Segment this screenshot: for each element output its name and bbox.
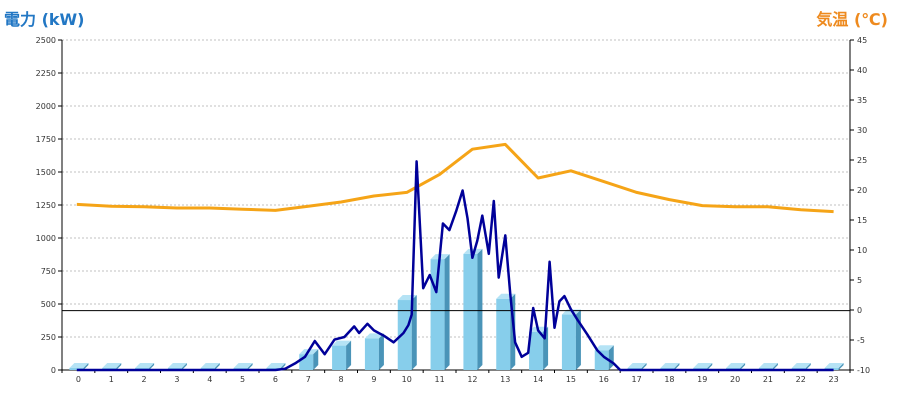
left-tick-label: 750: [41, 267, 56, 276]
bar-side: [707, 363, 713, 370]
x-tick-label: 0: [76, 375, 81, 384]
right-tick-label: 10: [857, 246, 867, 255]
bar: [364, 338, 379, 370]
left-tick-label: 2000: [36, 102, 56, 111]
bar: [594, 350, 609, 370]
x-tick-label: 4: [207, 375, 212, 384]
bar: [397, 300, 412, 370]
x-tick-label: 21: [763, 375, 773, 384]
left-tick-label: 2500: [36, 36, 56, 45]
x-tick-label: 17: [631, 375, 641, 384]
x-tick-label: 13: [500, 375, 510, 384]
x-tick-label: 15: [566, 375, 576, 384]
bar-top: [200, 363, 220, 369]
temperature-line: [76, 142, 834, 214]
x-tick-label: 12: [467, 375, 477, 384]
right-tick-label: 15: [857, 216, 867, 225]
x-tick-label: 16: [599, 375, 609, 384]
bar-top: [758, 363, 778, 369]
x-tick-label: 22: [796, 375, 806, 384]
left-tick-label: 1000: [36, 234, 56, 243]
bar: [529, 331, 544, 370]
x-tick-label: 6: [273, 375, 278, 384]
x-tick-label: 3: [174, 375, 179, 384]
bar-side: [149, 363, 155, 370]
left-tick-label: 1250: [36, 201, 56, 210]
bar: [463, 253, 478, 370]
left-tick-label: 0: [51, 366, 56, 375]
left-axis-title: 電力 (kW): [4, 10, 85, 29]
right-tick-label: 25: [857, 156, 867, 165]
x-tick-label: 7: [306, 375, 311, 384]
bar-side: [116, 363, 122, 370]
left-tick-label: 1500: [36, 168, 56, 177]
bar-top: [233, 363, 253, 369]
bar: [561, 314, 576, 370]
left-tick-label: 1750: [36, 135, 56, 144]
x-tick-label: 18: [664, 375, 674, 384]
bar-side: [214, 363, 220, 370]
bar-side: [772, 363, 778, 370]
bar-top: [627, 363, 647, 369]
bar-top: [102, 363, 122, 369]
x-tick-label: 11: [434, 375, 444, 384]
bar-top: [791, 363, 811, 369]
bar-side: [444, 254, 450, 370]
bar: [332, 345, 347, 370]
x-tick-label: 8: [339, 375, 344, 384]
right-tick-label: 5: [857, 276, 862, 285]
x-tick-label: 19: [697, 375, 707, 384]
left-tick-label: 500: [41, 300, 56, 309]
bar-side: [378, 333, 384, 370]
bar-side: [740, 363, 746, 370]
right-tick-label: 35: [857, 96, 867, 105]
bar-side: [346, 340, 352, 370]
x-tick-label: 14: [533, 375, 543, 384]
bar: [69, 368, 84, 370]
x-tick-label: 5: [240, 375, 245, 384]
bar-top: [167, 363, 187, 369]
bar-side: [838, 363, 844, 370]
right-tick-label: 20: [857, 186, 867, 195]
right-tick-label: 40: [857, 66, 867, 75]
left-tick-label: 2250: [36, 69, 56, 78]
bar-top: [135, 363, 155, 369]
right-tick-label: 0: [857, 306, 862, 315]
left-tick-label: 250: [41, 333, 56, 342]
bar-top: [69, 363, 89, 369]
right-tick-label: 45: [857, 36, 867, 45]
bar-top: [726, 363, 746, 369]
x-tick-label: 23: [828, 375, 838, 384]
right-tick-label: -5: [857, 336, 865, 345]
bar-side: [641, 363, 647, 370]
x-tick-label: 20: [730, 375, 740, 384]
bar: [496, 298, 511, 370]
bar-top: [463, 248, 483, 254]
x-tick-label: 9: [371, 375, 376, 384]
right-axis-title: 気温 (℃): [816, 10, 888, 29]
bar-side: [83, 363, 89, 370]
x-tick-label: 1: [109, 375, 114, 384]
bar-top: [332, 340, 352, 346]
bar-side: [805, 363, 811, 370]
bar-top: [693, 363, 713, 369]
right-tick-label: -10: [857, 366, 870, 375]
bar-side: [674, 363, 680, 370]
bar-top: [824, 363, 844, 369]
right-tick-label: 30: [857, 126, 867, 135]
bar-side: [477, 248, 483, 370]
bar-side: [181, 363, 187, 370]
power-line: [76, 160, 834, 372]
bar-side: [411, 295, 417, 370]
x-tick-label: 10: [402, 375, 412, 384]
x-tick-label: 2: [142, 375, 147, 384]
bar-top: [266, 363, 286, 369]
bar-top: [594, 345, 614, 351]
bar-side: [313, 349, 319, 370]
bar-side: [247, 363, 253, 370]
bar-top: [660, 363, 680, 369]
